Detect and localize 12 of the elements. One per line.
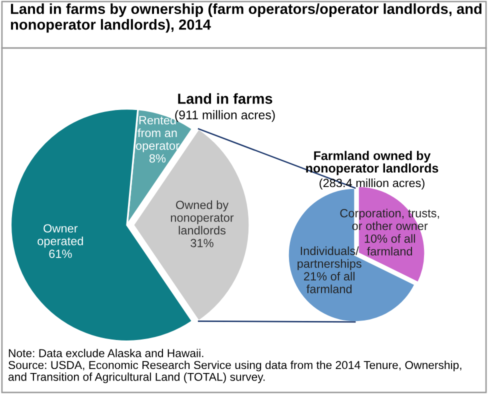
text: Note: Data exclude Alaska and Hawaii. Source: USDA, Economic Research Service using data from the 2014 Tenure, Ownership, and Transition of Agricultural Land (TOTAL) survey. <box>8 348 462 384</box>
text: Land in farms by ownership (farm operators/operator landlords, and nonoperator landlords), 2014 <box>10 3 482 33</box>
slice-label: Owner operated <box>38 224 83 248</box>
chart-title: Land in farms <box>178 93 272 104</box>
data-label: 61% <box>49 250 72 258</box>
data-label: 10% of all farmland <box>364 234 415 256</box>
data-label: 8% <box>149 154 166 163</box>
slice-label: Owned by nonoperator landlords <box>170 200 234 235</box>
data-label: 31% <box>190 238 214 248</box>
chart-subtitle: (911 million acres) <box>175 110 275 122</box>
chart-title: Farmland owned by nonoperator landlords <box>306 150 438 176</box>
data-label: 21% of all farmland <box>304 272 354 294</box>
